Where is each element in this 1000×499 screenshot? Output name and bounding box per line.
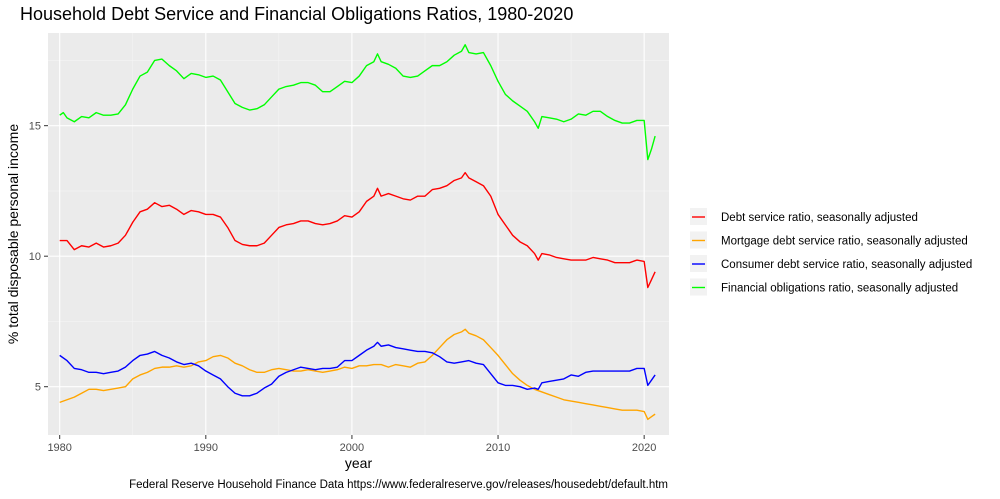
- y-axis: 5 10 15: [29, 121, 48, 394]
- legend: Debt service ratio, seasonally adjusted M…: [690, 208, 972, 296]
- x-axis-title: year: [345, 455, 373, 471]
- y-axis-title: % total disposable personal income: [5, 124, 21, 344]
- caption: Federal Reserve Household Finance Data h…: [129, 479, 668, 491]
- x-tick-label: 1980: [47, 442, 71, 454]
- x-tick-label: 1990: [194, 442, 218, 454]
- series-lines: [59, 44, 656, 421]
- y-tick-label: 15: [29, 121, 41, 133]
- y-tick-label: 5: [35, 382, 41, 394]
- series-line-consumer-debt: [59, 341, 656, 397]
- x-tick-label: 2010: [486, 442, 510, 454]
- legend-label: Mortgage debt service ratio, seasonally …: [721, 236, 968, 248]
- legend-label: Consumer debt service ratio, seasonally …: [721, 259, 972, 271]
- x-axis: 1980 1990 2000 2010 2020: [47, 435, 656, 454]
- chart-title: Household Debt Service and Financial Obl…: [20, 4, 573, 24]
- y-tick-label: 10: [29, 251, 41, 263]
- x-tick-label: 2000: [340, 442, 364, 454]
- series-line-financial-obligations: [59, 44, 656, 161]
- legend-label: Debt service ratio, seasonally adjusted: [721, 212, 918, 224]
- legend-label: Financial obligations ratio, seasonally …: [721, 283, 958, 295]
- plot-panel: [48, 33, 669, 435]
- grid-minor: [48, 33, 669, 435]
- series-line-mortgage-debt: [59, 328, 656, 421]
- x-tick-label: 2020: [632, 442, 656, 454]
- series-line-debt-service: [59, 171, 656, 289]
